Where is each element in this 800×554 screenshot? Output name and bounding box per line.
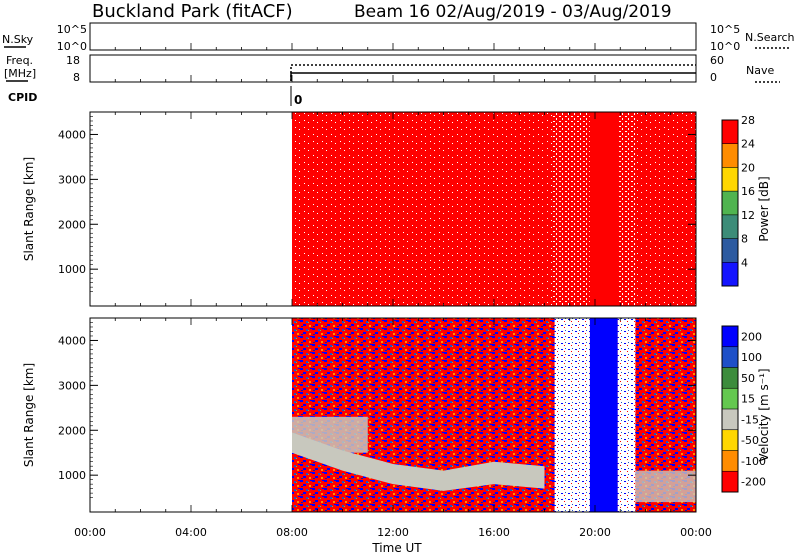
nsearch-tick-top: 10^5 <box>710 23 740 36</box>
colorbar-swatch <box>722 429 738 451</box>
colorbar-swatch <box>722 214 738 239</box>
freq-tick-top: 18 <box>66 54 80 67</box>
cpid-label: CPID <box>8 91 37 104</box>
x-tick-label: 12:00 <box>377 526 409 539</box>
cpid-value: 0 <box>294 93 302 107</box>
colorbar-swatch <box>722 388 738 409</box>
power-colorbar-label: Power [dB] <box>757 176 771 241</box>
y-tick-label: 3000 <box>58 379 86 392</box>
velocity-fill-positive <box>589 318 618 512</box>
y-tick-label: 4000 <box>58 128 86 141</box>
freq-tick-bottom: 8 <box>73 71 80 84</box>
y-tick-label: 2000 <box>58 424 86 437</box>
nave-label: Nave <box>746 64 774 77</box>
y-tick-label: 1000 <box>58 469 86 482</box>
y-tick-label: 3000 <box>58 173 86 186</box>
beam-dates-title: Beam 16 02/Aug/2019 - 03/Aug/2019 <box>354 2 672 22</box>
power-y-label: Slant Range [km] <box>22 157 36 261</box>
colorbar-tick-label: -50 <box>741 434 759 447</box>
x-tick-label: 00:00 <box>74 526 106 539</box>
power-panel: 1000 2000 3000 4000 Slant Range [km] 4 8 12 16… <box>22 111 771 307</box>
colorbar-swatch <box>722 367 738 389</box>
colorbar-swatch <box>722 191 738 215</box>
colorbar-tick-label: -200 <box>741 476 766 489</box>
colorbar-tick-label: -15 <box>741 413 759 426</box>
freq-label-1: Freq. <box>6 54 33 67</box>
y-tick-label: 1000 <box>58 263 86 276</box>
power-colorbar: 4 8 12 16 20 24 28 <box>721 114 755 287</box>
velocity-ground-scatter-patch <box>292 416 368 453</box>
x-tick-label: 04:00 <box>175 526 207 539</box>
x-tick-label: 20:00 <box>579 526 611 539</box>
nsearch-tick-bottom: 10^0 <box>710 40 740 53</box>
colorbar-swatch <box>722 409 738 430</box>
colorbar-tick-label: 28 <box>741 114 755 127</box>
velocity-heatmap <box>292 318 696 512</box>
x-tick-label: 08:00 <box>276 526 308 539</box>
power-fill-solid <box>589 112 618 306</box>
site-title: Buckland Park (fitACF) <box>92 1 293 22</box>
colorbar-tick-label: 12 <box>741 209 755 222</box>
colorbar-tick-label: 16 <box>741 185 755 198</box>
colorbar-swatch <box>722 450 738 472</box>
velocity-fill-sparse-1 <box>554 318 590 512</box>
x-tick-label: 00:00 <box>680 526 712 539</box>
velocity-ground-scatter-band <box>292 432 545 491</box>
x-axis-label: Time UT <box>371 541 422 554</box>
velocity-fill-sparse-2 <box>617 318 636 512</box>
colorbar-tick-label: 200 <box>741 330 762 343</box>
power-fill-sparse-1 <box>552 112 590 306</box>
y-tick-label: 4000 <box>58 334 86 347</box>
velocity-colorbar: 200 100 50 15 -15 -50 -100 -200 <box>721 325 766 493</box>
nsky-tick-bottom: 10^0 <box>57 40 87 53</box>
colorbar-swatch <box>722 262 738 286</box>
colorbar-swatch <box>722 326 738 347</box>
nave-tick-bottom: 0 <box>710 71 717 84</box>
colorbar-tick-label: 8 <box>741 233 748 246</box>
power-fill-main <box>292 112 696 306</box>
colorbar-swatch <box>722 167 738 192</box>
freq-label-2: [MHz] <box>4 67 36 80</box>
velocity-y-axis: 1000 2000 3000 4000 <box>58 322 696 498</box>
velocity-panel: 1000 2000 3000 4000 Slant Range [km] 200 100… <box>22 317 771 513</box>
colorbar-tick-label: 24 <box>741 138 755 151</box>
power-fill-sparse-2 <box>617 112 636 306</box>
power-heatmap <box>292 112 696 306</box>
colorbar-tick-label: 15 <box>741 393 755 406</box>
freq-trace <box>290 72 696 81</box>
velocity-late-ground-scatter <box>635 470 696 503</box>
colorbar-swatch <box>722 346 738 368</box>
x-axis: 00:00 04:00 08:00 12:00 16:00 20:00 00:00 <box>74 43 712 539</box>
y-tick-label: 2000 <box>58 218 86 231</box>
colorbar-swatch <box>722 120 738 144</box>
colorbar-tick-label: 100 <box>741 351 762 364</box>
power-y-axis: 1000 2000 3000 4000 <box>58 116 696 292</box>
nsearch-label: N.Search <box>745 31 795 44</box>
velocity-y-label: Slant Range [km] <box>22 363 36 467</box>
x-tick-label: 16:00 <box>478 526 510 539</box>
colorbar-tick-label: 4 <box>741 256 748 269</box>
colorbar-tick-label: -100 <box>741 455 766 468</box>
nave-tick-top: 60 <box>710 54 724 67</box>
colorbar-swatch <box>722 238 738 263</box>
colorbar-tick-label: 20 <box>741 161 755 174</box>
velocity-colorbar-label: Velocity [m s⁻¹] <box>757 368 771 461</box>
nsky-tick-top: 10^5 <box>57 23 87 36</box>
colorbar-tick-label: 50 <box>741 372 755 385</box>
colorbar-swatch <box>722 143 738 168</box>
colorbar-swatch <box>722 471 738 492</box>
nsky-label: N.Sky <box>2 33 34 46</box>
